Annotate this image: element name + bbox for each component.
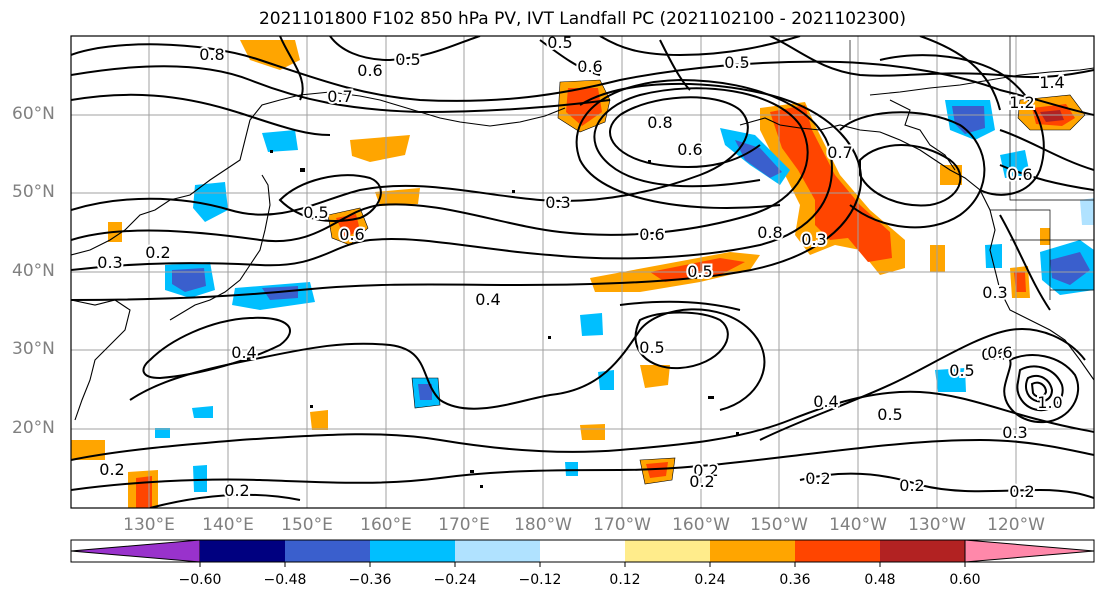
colorbar [70, 539, 1095, 567]
colorbar-segment [285, 540, 370, 562]
colorbar-segment [880, 540, 965, 562]
colorbar-segment [455, 540, 540, 562]
contour-label: 1.0 [1037, 393, 1062, 412]
colorbar-tick-label: 0.12 [609, 572, 641, 588]
contour-label: 0.3 [982, 283, 1007, 302]
islands [270, 150, 739, 488]
contour-label: 0.2 [689, 472, 714, 491]
contour-label: 0.6 [677, 140, 702, 159]
contour-labels: 0.8 0.6 0.5 0.7 0.5 0.6 0.5 1.4 1.2 0.8 … [95, 33, 1066, 503]
colorbar-segment [200, 540, 285, 562]
lat-label-60n: 60°N [12, 104, 55, 124]
lat-label-50n: 50°N [12, 182, 55, 202]
contour-label: 0.4 [475, 290, 500, 309]
contour-label: 0.3 [97, 253, 122, 272]
colorbar-segment [370, 540, 455, 562]
lon-label: 170°E [438, 515, 490, 535]
contour-label: 0.2 [1009, 482, 1034, 501]
contour-label: 0.7 [827, 143, 852, 162]
colorbar-segment [540, 540, 582, 562]
lon-label: 150°E [281, 515, 333, 535]
colorbar-tick-label: −0.60 [178, 572, 222, 588]
contour-label: 0.5 [303, 203, 328, 222]
colorbar-tick-label: −0.36 [348, 572, 392, 588]
lon-label: 180°W [514, 515, 572, 535]
colorbar-tick-label: −0.12 [518, 572, 562, 588]
colorbar-segment [70, 539, 201, 563]
colorbar-tick-label: −0.24 [433, 572, 477, 588]
lat-label-40n: 40°N [12, 261, 55, 281]
lon-label: 130°W [908, 515, 966, 535]
colorbar-tick-label: −0.48 [263, 572, 307, 588]
contour-label: 0.8 [757, 223, 782, 242]
contour-label: 0.2 [99, 460, 124, 479]
lon-label: 120°W [987, 515, 1045, 535]
contour-label: 0.4 [813, 392, 838, 411]
lon-label: 130°E [123, 515, 175, 535]
contour-label: 1.4 [1039, 73, 1064, 92]
colorbar-tick-label: 0.48 [864, 572, 896, 588]
contour-label: 0.6 [577, 57, 602, 76]
lon-label: 160°E [360, 515, 412, 535]
colorbar-segment [710, 540, 795, 562]
contour-label: 0.6 [639, 225, 664, 244]
map-title: 2021101800 F102 850 hPa PV, IVT Landfall… [258, 9, 906, 29]
contour-label: 0.3 [801, 230, 826, 249]
contour-label: 0.8 [199, 45, 224, 64]
map-plot-area: 0.8 0.6 0.5 0.7 0.5 0.6 0.5 1.4 1.2 0.8 … [71, 33, 1094, 508]
contour-label: 0.2 [693, 461, 718, 480]
lon-label: 140°E [202, 515, 254, 535]
contour-label: 0.7 [327, 87, 352, 106]
contour-label: 0.6 [357, 61, 382, 80]
contour-label: 0.2 [805, 469, 830, 488]
contour-label: 0.8 [647, 113, 672, 132]
graticule-grid [71, 36, 1094, 508]
contour-label: 0.2 [145, 243, 170, 262]
contour-label: 0.6 [981, 345, 1006, 364]
contour-label: 0.2 [224, 481, 249, 500]
lon-label: 160°W [672, 515, 730, 535]
colorbar-tick-label: 0.60 [949, 572, 981, 588]
colorbar-segment [625, 540, 710, 562]
political-borders [849, 36, 1094, 300]
contour-label: 0.6 [339, 225, 364, 244]
contour-label: 0.5 [949, 361, 974, 380]
contour-label: 0.5 [724, 53, 749, 72]
colorbar-tick-label: 0.24 [694, 572, 726, 588]
contour-label: 1.2 [1009, 93, 1034, 112]
map-frame [70, 35, 1095, 509]
shading-outlines [327, 79, 1086, 485]
contour-label: 0.5 [547, 33, 572, 52]
lon-label: 140°W [829, 515, 887, 535]
colorbar-segment [795, 540, 880, 562]
lat-label-20n: 20°N [12, 418, 55, 438]
lon-label: 150°W [750, 515, 808, 535]
contour-label: 0.3 [545, 193, 570, 212]
lon-label: 170°W [593, 515, 651, 535]
contour-label: 0.4 [231, 343, 256, 362]
contour-label: 0.2 [899, 476, 924, 495]
contour-label: 0.5 [687, 262, 712, 281]
colorbar-segment [582, 540, 625, 562]
contour-label: 0.3 [1002, 423, 1027, 442]
contour-label: 0.6 [1007, 165, 1032, 184]
pv-contour-lines [71, 36, 1094, 508]
lat-label-30n: 30°N [12, 339, 55, 359]
contour-label: 0.6 [987, 343, 1012, 362]
colorbar-tick-label: 0.36 [779, 572, 811, 588]
colorbar-segment [964, 539, 1095, 563]
contour-label: 0.5 [395, 50, 420, 69]
contour-label: 0.5 [877, 405, 902, 424]
contour-label: 0.5 [639, 338, 664, 357]
